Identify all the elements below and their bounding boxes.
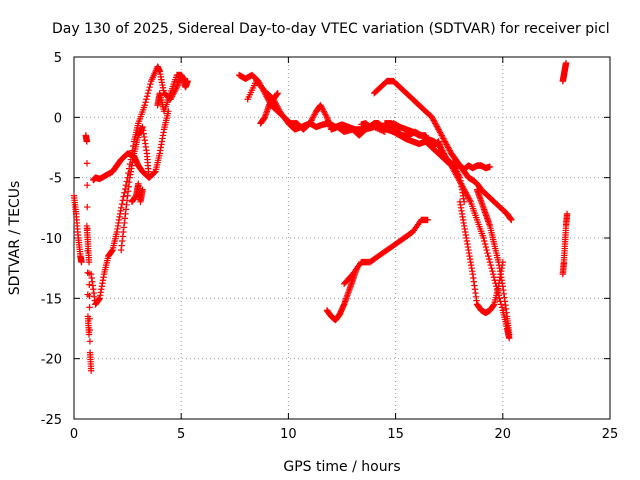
data-point <box>83 138 91 145</box>
data-point <box>488 264 495 272</box>
data-point <box>86 304 93 311</box>
data-point <box>490 274 498 281</box>
data-point <box>86 292 93 300</box>
data-point <box>145 86 152 94</box>
x-tick-label: 5 <box>177 427 185 442</box>
data-point <box>85 331 93 338</box>
y-tick-label: -5 <box>49 172 62 187</box>
data-point <box>84 269 91 276</box>
series-s19 <box>559 210 571 278</box>
data-point <box>489 267 496 275</box>
data-point <box>146 83 153 91</box>
data-point <box>142 99 149 106</box>
data-point <box>120 193 127 200</box>
data-point <box>486 258 494 266</box>
series-s1 <box>70 192 85 266</box>
y-axis-label: SDTVAR / TECUs <box>7 181 23 296</box>
data-point <box>83 182 91 189</box>
data-point <box>483 246 490 254</box>
series-s18 <box>340 216 431 288</box>
grid <box>74 57 610 419</box>
data-point <box>139 186 146 193</box>
data-point <box>144 90 152 97</box>
data-point <box>86 281 93 288</box>
series-s14 <box>370 77 515 224</box>
data-point <box>87 367 95 374</box>
series-s7 <box>128 180 146 205</box>
data-point <box>466 197 474 204</box>
y-tick-label: -20 <box>41 353 62 368</box>
data-point <box>143 93 151 100</box>
data-point <box>424 216 431 224</box>
y-tick-label: -10 <box>41 232 62 247</box>
data-point <box>487 261 494 269</box>
data-point <box>506 331 513 338</box>
chart-title: Day 130 of 2025, Sidereal Day-to-day VTE… <box>52 21 610 37</box>
data-point <box>489 271 497 278</box>
y-tick-label: -15 <box>41 292 62 307</box>
y-tick-label: 0 <box>54 111 62 126</box>
data-point <box>497 301 505 308</box>
data-points <box>70 59 571 374</box>
data-point <box>486 163 494 171</box>
x-axis-label: GPS time / hours <box>283 459 400 475</box>
data-point <box>83 160 91 167</box>
data-point <box>322 112 330 120</box>
data-point <box>86 315 93 322</box>
data-point <box>121 189 128 196</box>
x-tick-label: 20 <box>495 427 512 442</box>
y-tick-label: -25 <box>41 413 62 428</box>
data-point <box>481 240 489 248</box>
data-point <box>274 90 281 97</box>
series-s13 <box>381 120 468 205</box>
series-s20 <box>559 59 570 85</box>
series-s5 <box>90 108 172 184</box>
data-point <box>498 304 506 311</box>
series-s4 <box>87 63 189 308</box>
data-point <box>184 77 191 85</box>
data-point <box>143 96 150 103</box>
series-s8 <box>154 71 191 115</box>
data-point <box>480 234 487 242</box>
data-point <box>84 291 92 298</box>
data-point <box>485 252 492 260</box>
data-point <box>78 258 85 266</box>
data-point <box>484 249 491 257</box>
data-point <box>496 295 503 302</box>
data-point <box>455 172 463 180</box>
data-point <box>145 174 153 181</box>
data-point <box>86 326 94 334</box>
data-point <box>485 255 493 263</box>
data-point <box>117 204 125 212</box>
series-s15 <box>456 198 506 317</box>
y-tick-label: 5 <box>54 51 62 66</box>
data-point <box>85 258 93 266</box>
data-point <box>147 80 154 88</box>
data-point <box>118 200 126 208</box>
data-point <box>481 237 488 245</box>
x-tick-label: 10 <box>280 427 297 442</box>
data-point <box>86 338 94 345</box>
series-s6 <box>117 123 153 254</box>
data-point <box>562 59 570 67</box>
data-point <box>482 243 490 251</box>
data-point <box>141 102 148 109</box>
series-s11 <box>257 90 281 127</box>
x-tick-label: 15 <box>387 427 404 442</box>
series-s3 <box>83 222 95 374</box>
series-s16 <box>473 186 513 338</box>
data-point <box>151 169 158 176</box>
data-point <box>508 216 515 224</box>
axis-ticks: 0 5 10 15 20 25 -25 -20 -15 -10 -5 0 5 <box>41 51 619 442</box>
data-point <box>84 203 91 211</box>
x-tick-label: 0 <box>70 427 78 442</box>
x-tick-label: 25 <box>602 427 619 442</box>
data-point <box>563 210 571 218</box>
